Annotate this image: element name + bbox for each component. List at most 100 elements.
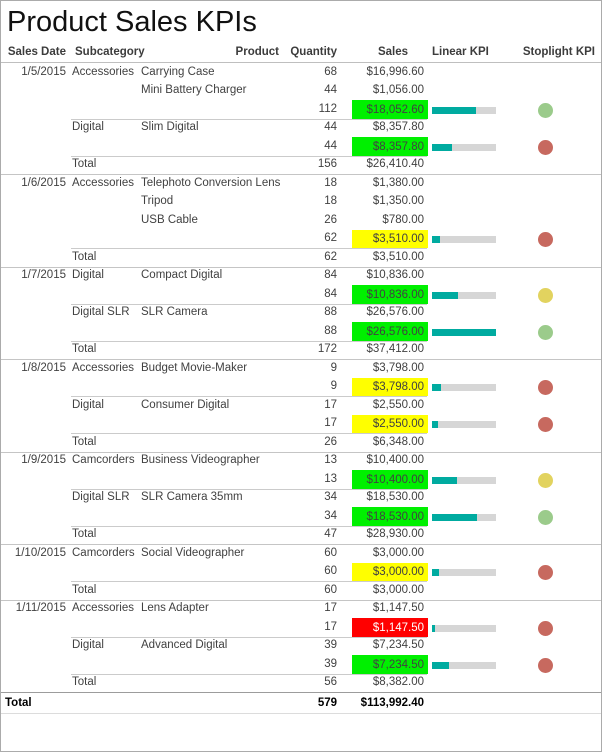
product-cell: Consumer Digital (141, 398, 230, 411)
column-header-subcategory: Subcategory (75, 45, 145, 58)
linear-kpi-cell (432, 211, 496, 212)
stoplight-green-dot (538, 102, 553, 118)
subtotal-row: 34 $18,530.00 (1, 507, 601, 526)
group-total-label: Total (72, 435, 97, 448)
date-cell (1, 415, 67, 416)
group-total-sales: $6,348.00 (372, 435, 424, 448)
quantity-cell: 9 (330, 361, 337, 374)
subtotal-sales-status-cell: $8,357.80 (352, 137, 428, 156)
stoplight-cell (496, 470, 601, 488)
linear-kpi-cell (432, 63, 496, 64)
column-header-stoplight-kpi: Stoplight KPI (522, 45, 595, 58)
subcategory-cell: Digital SLR (72, 491, 130, 503)
quantity-cell: 44 (324, 84, 337, 96)
subcategory-cell: Digital (72, 398, 104, 411)
stoplight-red-dot (538, 380, 553, 395)
product-cell: Social Videographer (141, 546, 245, 559)
date-cell (1, 230, 67, 231)
group-total-label: Total (72, 528, 97, 540)
column-header-linear-kpi: Linear KPI (432, 45, 489, 58)
sales-cell: $10,400.00 (366, 454, 424, 466)
subcategory-cell: Digital (72, 121, 104, 133)
separator-line (71, 340, 427, 342)
linear-kpi-cell (432, 674, 496, 675)
group-total-quantity: 172 (317, 343, 337, 355)
subtotal-quantity-cell: 60 (324, 565, 337, 577)
subcategory-cell (67, 470, 139, 471)
group-total-row: Total 62 $3,510.00 (1, 248, 601, 267)
date-cell (1, 433, 67, 434)
sales-cell: $10,836.00 (366, 269, 424, 281)
stoplight-cell (496, 230, 601, 247)
linear-kpi-cell (432, 82, 496, 83)
product-row: Mini Battery Charger 44 $1,056.00 (1, 82, 601, 101)
product-cell: Slim Digital (141, 121, 199, 133)
subcategory-cell: Accessories (72, 176, 134, 189)
stoplight-cell (496, 618, 601, 636)
subtotal-row: 60 $3,000.00 (1, 562, 601, 581)
subtotal-sales-status-cell: $18,052.60 (352, 100, 428, 119)
linear-kpi-cell (432, 618, 496, 632)
subcategory-cell (67, 193, 139, 194)
quantity-cell: 17 (324, 602, 337, 614)
stoplight-cell (496, 100, 601, 118)
subtotal-sales-status-cell: $10,400.00 (352, 470, 428, 489)
date-cell: 1/11/2015 (15, 602, 66, 614)
quantity-cell: 84 (324, 269, 337, 281)
quantity-cell: 26 (324, 213, 337, 226)
linear-kpi-cell (432, 100, 496, 114)
subcategory-cell (67, 100, 139, 101)
product-cell (139, 655, 281, 656)
product-cell: Mini Battery Charger (141, 84, 247, 96)
linear-kpi-cell (432, 655, 496, 669)
group-total-label: Total (72, 676, 97, 688)
subtotal-sales-status-cell: $3,798.00 (352, 377, 428, 396)
column-header-sales: Sales (377, 45, 408, 58)
subcategory-cell (67, 230, 139, 231)
product-row: Digital Slim Digital 44 $8,357.80 (1, 118, 601, 138)
subcategory-cell: Digital SLR (72, 306, 130, 318)
linear-kpi-cell (432, 119, 496, 120)
subtotal-sales-status-cell: $2,550.00 (352, 414, 428, 433)
linear-kpi-cell (432, 489, 496, 490)
sales-cell: $780.00 (382, 213, 424, 226)
linear-kpi-cell (432, 526, 496, 527)
quantity-cell: 18 (324, 176, 337, 189)
group-total-sales: $28,930.00 (366, 528, 424, 540)
date-cell: 1/7/2015 (21, 269, 66, 281)
grand-total-sales: $113,992.40 (360, 697, 424, 710)
linear-kpi-track (432, 143, 496, 151)
stoplight-cell (496, 637, 601, 638)
linear-kpi-track (432, 384, 496, 391)
linear-kpi-fill (432, 476, 457, 484)
subtotal-sales-status-cell: $10,836.00 (352, 285, 428, 304)
separator-line (1, 451, 601, 453)
linear-kpi-fill (432, 513, 477, 521)
linear-kpi-cell (432, 433, 496, 434)
product-row: Digital SLR SLR Camera 88 $26,576.00 (1, 303, 601, 323)
subcategory-cell (67, 507, 139, 508)
quantity-cell: 39 (324, 639, 337, 651)
stoplight-cell (496, 526, 601, 527)
group-total-row: Total 26 $6,348.00 (1, 433, 601, 452)
subtotal-row: 112 $18,052.60 (1, 100, 601, 119)
subtotal-quantity-cell: 84 (324, 287, 337, 300)
separator-line (71, 155, 427, 157)
subcategory-cell: Digital (72, 269, 104, 281)
grand-total-row: Total 579 $113,992.40 (1, 692, 601, 714)
linear-kpi-cell (432, 396, 496, 397)
subtotal-row: 62 $3,510.00 (1, 229, 601, 248)
stoplight-red-dot (538, 565, 553, 580)
linear-kpi-cell (432, 563, 496, 576)
linear-kpi-fill (432, 624, 435, 632)
group-total-row: Total 156 $26,410.40 (1, 155, 601, 175)
date-cell: 1/10/2015 (14, 546, 66, 559)
sales-cell: $2,550.00 (372, 398, 424, 411)
group-total-quantity: 156 (317, 158, 337, 170)
quantity-cell: 17 (324, 398, 337, 411)
subtotal-row: 9 $3,798.00 (1, 377, 601, 396)
subtotal-quantity-cell: 9 (330, 380, 337, 392)
sales-cell: $18,530.00 (366, 491, 424, 503)
linear-kpi-fill (432, 143, 452, 151)
sales-cell: $8,357.80 (372, 121, 424, 133)
